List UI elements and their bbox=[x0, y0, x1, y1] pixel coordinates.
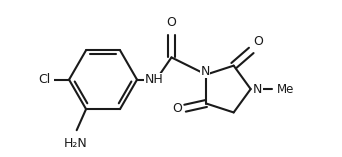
Text: N: N bbox=[200, 65, 210, 78]
Text: Cl: Cl bbox=[38, 73, 50, 86]
Text: O: O bbox=[167, 16, 176, 29]
Text: O: O bbox=[172, 102, 182, 115]
Text: O: O bbox=[253, 35, 263, 48]
Text: Me: Me bbox=[277, 83, 294, 96]
Text: N: N bbox=[252, 83, 262, 96]
Text: NH: NH bbox=[145, 73, 163, 86]
Text: H₂N: H₂N bbox=[64, 137, 88, 150]
